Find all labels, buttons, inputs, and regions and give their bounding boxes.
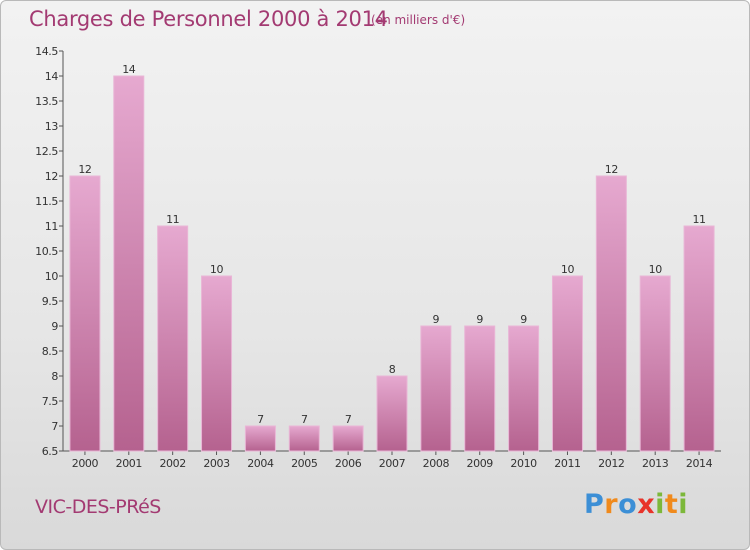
- x-tick-label: 2002: [159, 457, 185, 470]
- y-tick-label: 11.5: [35, 195, 58, 208]
- value-label: 10: [649, 263, 663, 276]
- bar: [113, 75, 145, 452]
- y-tick-label: 13.5: [35, 95, 58, 108]
- value-label: 9: [520, 313, 527, 326]
- y-tick-label: 14: [45, 70, 59, 83]
- y-tick-label: 14.5: [35, 45, 58, 58]
- x-tick-label: 2006: [335, 457, 362, 470]
- y-tick-label: 12: [45, 170, 58, 183]
- y-tick-label: 13: [45, 120, 59, 133]
- bar: [551, 275, 583, 452]
- bar: [244, 425, 276, 452]
- bar: [157, 225, 189, 452]
- y-tick-label: 7.5: [42, 395, 59, 408]
- logo-letter: t: [664, 489, 679, 520]
- y-tick-label: 8.5: [42, 345, 59, 358]
- value-label: 14: [122, 63, 136, 76]
- proxiti-logo: Proxiti: [584, 489, 688, 520]
- bar: [595, 175, 627, 452]
- y-tick-label: 9: [51, 320, 58, 333]
- x-tick-label: 2004: [247, 457, 274, 470]
- logo-letter: r: [604, 489, 619, 520]
- x-tick-label: 2009: [467, 457, 494, 470]
- value-label: 9: [433, 313, 440, 326]
- axes: 6.5 7 7.5 8 8.5 9 9.5 10 10.5 11 11.5 12 12.5 13 13.5 1…: [35, 45, 721, 458]
- x-tick-label: 2001: [116, 457, 142, 470]
- x-tick-label: 2014: [686, 457, 713, 470]
- x-tick-label: 2013: [642, 457, 669, 470]
- x-tick-label: 2003: [203, 457, 230, 470]
- bar: [639, 275, 671, 452]
- value-label: 12: [78, 163, 91, 176]
- unit-note: (en milliers d'€): [371, 13, 466, 27]
- bar: [464, 325, 496, 452]
- value-label: 7: [345, 413, 352, 426]
- bar: [420, 325, 452, 452]
- x-tick-label: 2010: [510, 457, 537, 470]
- value-label: 8: [389, 363, 396, 376]
- value-label: 10: [561, 263, 575, 276]
- y-tick-label: 10: [45, 270, 59, 283]
- value-label: 11: [166, 213, 179, 226]
- y-tick-label: 9.5: [42, 295, 59, 308]
- logo-letter: i: [655, 489, 665, 520]
- logo-letter: x: [637, 489, 656, 520]
- x-tick-label: 2000: [72, 457, 99, 470]
- value-label: 11: [692, 213, 705, 226]
- bar: [683, 225, 715, 452]
- y-tick-label: 8: [51, 370, 58, 383]
- logo-letter: P: [584, 489, 605, 520]
- bar: [69, 175, 101, 452]
- bar: [332, 425, 364, 452]
- x-tick-label: 2008: [423, 457, 450, 470]
- logo-letter: i: [678, 489, 689, 520]
- commune-name: VIC-DES-PRéS: [35, 496, 161, 518]
- bar: [508, 325, 540, 452]
- y-tick-label: 12.5: [35, 145, 58, 158]
- value-label: 9: [476, 313, 483, 326]
- logo-letter: o: [618, 489, 638, 520]
- bar: [201, 275, 233, 452]
- bar: [376, 375, 408, 452]
- x-tick-label: 2011: [554, 457, 580, 470]
- chart-title: Charges de Personnel 2000 à 2014: [29, 7, 388, 31]
- x-tick-label: 2005: [291, 457, 318, 470]
- y-tick-label: 7: [51, 420, 58, 433]
- y-tick-label: 6.5: [42, 445, 59, 458]
- bars: [69, 75, 715, 452]
- y-tick-label: 10.5: [35, 245, 58, 258]
- value-label: 12: [605, 163, 618, 176]
- value-label: 7: [301, 413, 308, 426]
- x-tick-label: 2012: [598, 457, 624, 470]
- value-label: 7: [257, 413, 264, 426]
- value-label: 10: [210, 263, 224, 276]
- bar: [288, 425, 320, 452]
- labels: 2000 12 2001 14 2002 11 2003 10 2004 7 2005 7 2006 7 2…: [72, 63, 713, 470]
- x-tick-label: 2007: [379, 457, 406, 470]
- y-tick-label: 11: [45, 220, 58, 233]
